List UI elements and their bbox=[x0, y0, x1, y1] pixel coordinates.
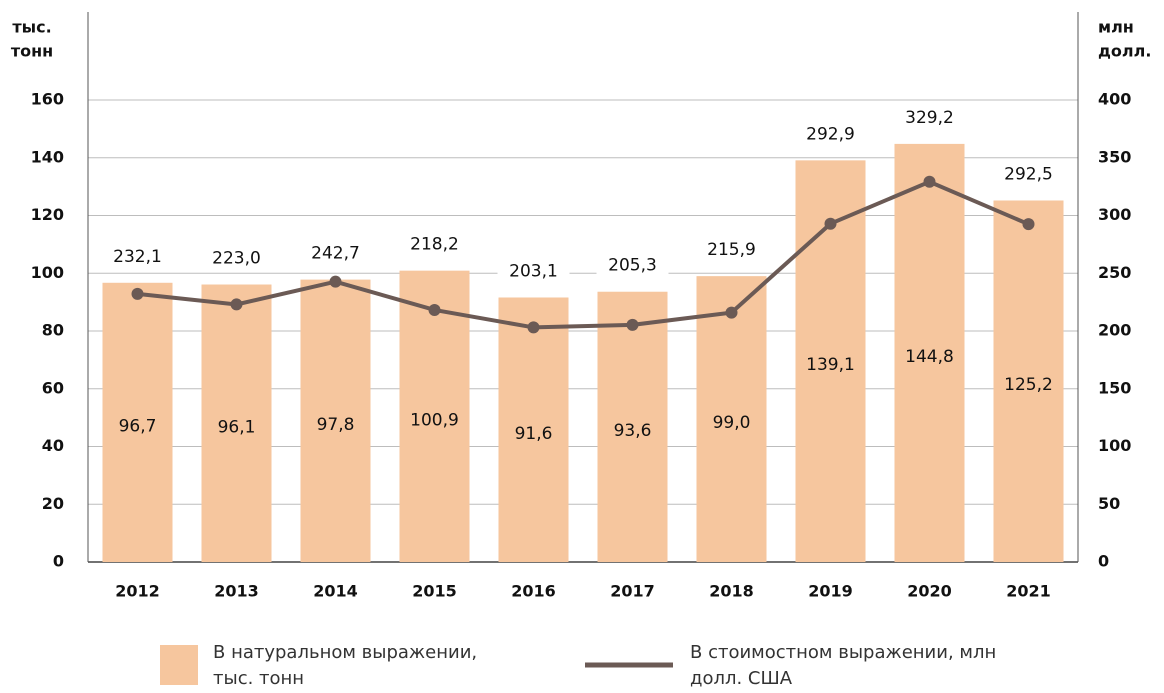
y-tick-label: 120 bbox=[31, 205, 64, 224]
x-tick-label: 2012 bbox=[115, 582, 160, 601]
line-point bbox=[626, 318, 639, 331]
label-bg bbox=[497, 258, 570, 285]
bar-value-label: 99,0 bbox=[713, 413, 751, 433]
y2-tick-label: 50 bbox=[1098, 494, 1120, 513]
bar bbox=[894, 143, 965, 562]
y2-tick-label: 150 bbox=[1098, 378, 1131, 397]
x-tick-label: 2018 bbox=[709, 582, 754, 601]
line-value-label: 329,2 bbox=[905, 108, 954, 128]
line-value-label: 218,2 bbox=[410, 235, 459, 255]
bar-value-label: 144,8 bbox=[905, 347, 954, 367]
y-tick-label: 0 bbox=[53, 552, 64, 571]
line-point bbox=[230, 298, 243, 311]
x-tick-label: 2014 bbox=[313, 582, 358, 601]
line-point bbox=[428, 303, 441, 316]
label-bg bbox=[596, 252, 669, 279]
y-tick-label: 60 bbox=[42, 378, 64, 397]
line-point bbox=[131, 287, 144, 300]
y-tick-label: 40 bbox=[42, 436, 64, 455]
bar bbox=[399, 270, 470, 562]
bar bbox=[300, 279, 371, 562]
y2-tick-label: 250 bbox=[1098, 263, 1131, 282]
line bbox=[137, 179, 1030, 330]
x-tick-label: 2021 bbox=[1006, 582, 1051, 601]
line-point bbox=[527, 321, 540, 334]
y-tick-label: 100 bbox=[31, 263, 64, 282]
line-point bbox=[1022, 218, 1035, 231]
line-value-label: 203,1 bbox=[509, 262, 558, 282]
bar-value-label: 97,8 bbox=[317, 415, 355, 435]
x-tick-label: 2015 bbox=[412, 582, 457, 601]
line-value-label: 292,9 bbox=[806, 124, 855, 144]
legend-label: В натуральном выражении, тыс. тонн bbox=[213, 642, 478, 689]
bar bbox=[696, 276, 767, 562]
bar bbox=[597, 291, 668, 562]
bar-value-label: 96,7 bbox=[119, 416, 157, 436]
line-point bbox=[824, 217, 837, 230]
label-bg bbox=[893, 104, 966, 131]
y-tick-label: 20 bbox=[42, 494, 64, 513]
line-value-label: 292,5 bbox=[1004, 164, 1053, 184]
line-value-label: 232,1 bbox=[113, 247, 162, 267]
x-tick-label: 2020 bbox=[907, 582, 952, 601]
line-value-label: 205,3 bbox=[608, 256, 657, 276]
y-axis-title: тыс. bbox=[12, 18, 51, 37]
legend-swatch bbox=[160, 645, 198, 685]
y2-axis-title: млн bbox=[1098, 18, 1134, 37]
y2-tick-label: 0 bbox=[1098, 552, 1109, 571]
y2-tick-label: 200 bbox=[1098, 321, 1131, 340]
bar-value-label: 125,2 bbox=[1004, 375, 1053, 395]
bar-value-label: 100,9 bbox=[410, 410, 459, 430]
y-axis-title: тонн bbox=[11, 42, 53, 61]
bar-value-label: 91,6 bbox=[515, 424, 553, 444]
label-bg bbox=[794, 121, 867, 148]
y2-tick-label: 400 bbox=[1098, 90, 1131, 109]
bar-value-label: 139,1 bbox=[806, 355, 855, 375]
line-point bbox=[923, 175, 936, 188]
bar bbox=[102, 282, 173, 562]
line-value-label: 242,7 bbox=[311, 244, 360, 264]
y2-tick-label: 100 bbox=[1098, 436, 1131, 455]
y2-tick-label: 350 bbox=[1098, 147, 1131, 166]
x-tick-label: 2016 bbox=[511, 582, 556, 601]
y2-axis-title: долл. bbox=[1098, 42, 1151, 61]
y2-tick-label: 300 bbox=[1098, 205, 1131, 224]
y-tick-label: 80 bbox=[42, 321, 64, 340]
y-tick-label: 160 bbox=[31, 90, 64, 109]
bar-value-label: 93,6 bbox=[614, 421, 652, 441]
bar bbox=[993, 200, 1064, 563]
label-bg bbox=[992, 161, 1065, 188]
x-tick-label: 2019 bbox=[808, 582, 853, 601]
label-bg bbox=[101, 243, 174, 270]
line-point bbox=[725, 306, 738, 319]
label-bg bbox=[200, 245, 273, 272]
bar-value-label: 96,1 bbox=[218, 417, 256, 437]
label-bg bbox=[398, 231, 471, 258]
label-bg bbox=[299, 240, 372, 267]
bar bbox=[498, 297, 569, 562]
y-tick-label: 140 bbox=[31, 147, 64, 166]
bar bbox=[201, 284, 272, 562]
legend-label: В стоимостном выражении, млн долл. США bbox=[690, 642, 997, 689]
line-value-label: 223,0 bbox=[212, 249, 261, 269]
x-tick-label: 2017 bbox=[610, 582, 655, 601]
line-value-label: 215,9 bbox=[707, 240, 756, 260]
line-point bbox=[329, 275, 342, 288]
x-tick-label: 2013 bbox=[214, 582, 259, 601]
label-bg bbox=[695, 237, 768, 264]
